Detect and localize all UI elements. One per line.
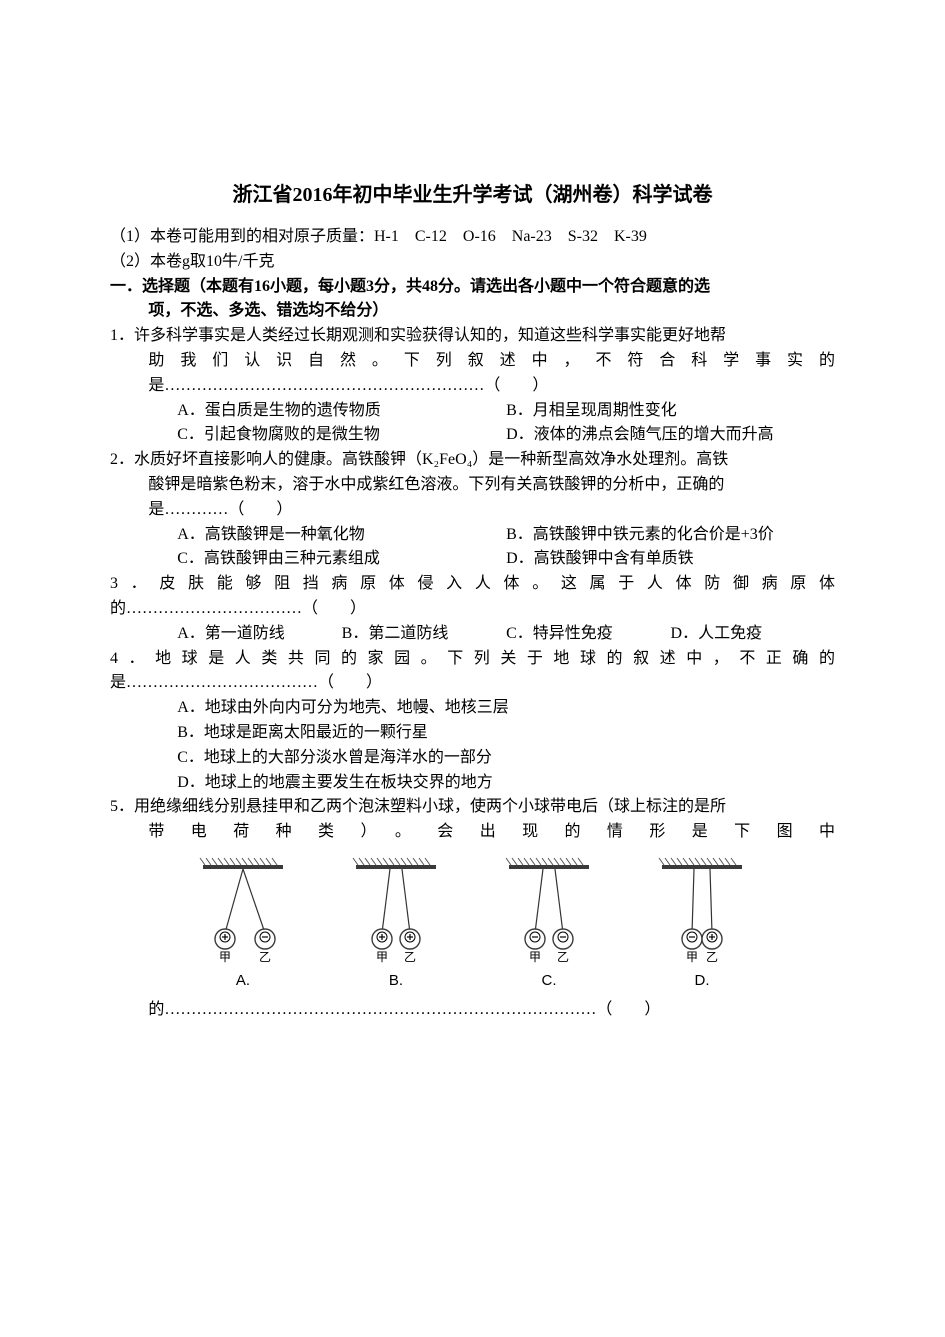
q1-options-row2: C．引起食物腐败的是微生物 D．液体的沸点会随气压的增大而升高 xyxy=(110,423,835,448)
q2-option-a: A．高铁酸钾是一种氧化物 xyxy=(177,523,506,548)
q3-line2: 的……………………………（ ） xyxy=(110,597,835,622)
svg-text:甲: 甲 xyxy=(529,950,541,964)
q1-line1: 1．许多科学事实是人类经过长期观测和实验获得认知的，知道这些科学事实能更好地帮 xyxy=(110,324,835,349)
q2-option-d: D．高铁酸钾中含有单质铁 xyxy=(506,547,835,572)
q2-line3: 是…………（ ） xyxy=(110,498,835,523)
q3-option-a: A．第一道防线 xyxy=(177,622,341,647)
q4-line2: 是………………………………（ ） xyxy=(110,671,835,696)
section-header-l2: 项，不选、多选、错选均不给分） xyxy=(110,299,835,324)
pendulum-diagram-icon: 甲乙 xyxy=(193,855,293,967)
svg-text:乙: 乙 xyxy=(557,950,569,964)
q5-figure-D: 甲乙D. xyxy=(652,855,752,992)
q2-option-c: C．高铁酸钾由三种元素组成 xyxy=(177,547,506,572)
svg-text:甲: 甲 xyxy=(686,950,698,964)
q5-line1: 5．用绝缘细线分别悬挂甲和乙两个泡沫塑料小球，使两个小球带电后（球上标注的是所 xyxy=(110,795,835,820)
q5-after: 的………………………………………………………………………（ ） xyxy=(110,998,835,1023)
page-title: 浙江省2016年初中毕业生升学考试（湖州卷）科学试卷 xyxy=(110,180,835,211)
q3-option-c: C．特异性免疫 xyxy=(506,622,670,647)
pendulum-diagram-icon: 甲乙 xyxy=(346,855,446,967)
figure-label: B. xyxy=(346,969,446,992)
q2-options-row1: A．高铁酸钾是一种氧化物 B．高铁酸钾中铁元素的化合价是+3价 xyxy=(110,523,835,548)
svg-text:乙: 乙 xyxy=(259,950,271,964)
pendulum-diagram-icon: 甲乙 xyxy=(652,855,752,967)
q2-option-b: B．高铁酸钾中铁元素的化合价是+3价 xyxy=(506,523,835,548)
q2-line2: 酸钾是暗紫色粉末，溶于水中成紫红色溶液。下列有关高铁酸钾的分析中，正确的 xyxy=(110,473,835,498)
q3-option-b: B．第二道防线 xyxy=(342,622,506,647)
q3-line1: 3．皮肤能够阻挡病原体侵入人体。这属于人体防御病原体 xyxy=(110,572,835,597)
q1-option-d: D．液体的沸点会随气压的增大而升高 xyxy=(506,423,835,448)
q2-line1: 2．水质好坏直接影响人的健康。高铁酸钾（K₂FeO₄）是一种新型高效净水处理剂。… xyxy=(110,448,835,473)
q1-option-b: B．月相呈现周期性变化 xyxy=(506,399,835,424)
q5-figure-C: 甲乙C. xyxy=(499,855,599,992)
pendulum-diagram-icon: 甲乙 xyxy=(499,855,599,967)
svg-text:乙: 乙 xyxy=(706,950,718,964)
q1-options-row1: A．蛋白质是生物的遗传物质 B．月相呈现周期性变化 xyxy=(110,399,835,424)
q3-option-d: D．人工免疫 xyxy=(671,622,835,647)
section-header-l1: 一．选择题（本题有16小题，每小题3分，共48分。请选出各小题中一个符合题意的选 xyxy=(110,275,835,300)
svg-text:甲: 甲 xyxy=(376,950,388,964)
figure-label: C. xyxy=(499,969,599,992)
q1-option-c: C．引起食物腐败的是微生物 xyxy=(177,423,506,448)
q5-figure-B: 甲乙B. xyxy=(346,855,446,992)
figure-label: D. xyxy=(652,969,752,992)
q4-option-a: A．地球由外向内可分为地壳、地幔、地核三层 xyxy=(110,696,835,721)
q2-options-row2: C．高铁酸钾由三种元素组成 D．高铁酸钾中含有单质铁 xyxy=(110,547,835,572)
q1-line3: 是……………………………………………………（ ） xyxy=(110,374,835,399)
q5-figure-A: 甲乙A. xyxy=(193,855,293,992)
exam-page: 浙江省2016年初中毕业生升学考试（湖州卷）科学试卷 （1）本卷可能用到的相对原… xyxy=(0,0,945,1123)
q4-option-b: B．地球是距离太阳最近的一颗行星 xyxy=(110,721,835,746)
gravity-note: （2）本卷g取10牛/千克 xyxy=(110,250,835,275)
q5-line2: 带电荷种类）。会出现的情形是下图中 xyxy=(110,820,835,845)
figure-label: A. xyxy=(193,969,293,992)
q4-option-c: C．地球上的大部分淡水曾是海洋水的一部分 xyxy=(110,746,835,771)
q4-option-d: D．地球上的地震主要发生在板块交界的地方 xyxy=(110,771,835,796)
q1-option-a: A．蛋白质是生物的遗传物质 xyxy=(177,399,506,424)
q3-options: A．第一道防线 B．第二道防线 C．特异性免疫 D．人工免疫 xyxy=(110,622,835,647)
svg-text:乙: 乙 xyxy=(404,950,416,964)
atomic-mass-note: （1）本卷可能用到的相对原子质量：H-1 C-12 O-16 Na-23 S-3… xyxy=(110,225,835,250)
q1-line2: 助我们认识自然。下列叙述中，不符合科学事实的 xyxy=(110,349,835,374)
q4-line1: 4．地球是人类共同的家园。下列关于地球的叙述中，不正确的 xyxy=(110,647,835,672)
q5-figure-row: 甲乙A.甲乙B.甲乙C.甲乙D. xyxy=(110,855,835,992)
svg-text:甲: 甲 xyxy=(219,950,231,964)
